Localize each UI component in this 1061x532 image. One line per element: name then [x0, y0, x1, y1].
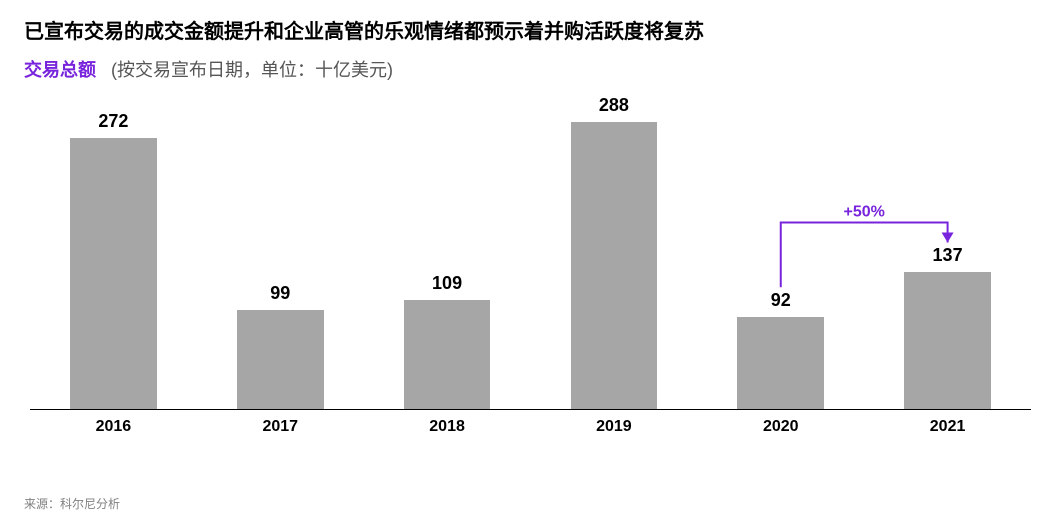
- annotation-bracket: [781, 222, 948, 287]
- growth-annotation: +50%: [30, 110, 1031, 450]
- subtitle-unit: (按交易宣布日期，单位：十亿美元): [111, 60, 393, 80]
- subtitle-accent: 交易总额: [24, 60, 96, 80]
- annotation-label: +50%: [843, 203, 884, 220]
- annotation-arrowhead: [942, 232, 954, 242]
- chart-container: 已宣布交易的成交金额提升和企业高管的乐观情绪都预示着并购活跃度将复苏 交易总额 …: [0, 0, 1061, 532]
- chart-area: 2729910928892137 20162017201820192020202…: [30, 110, 1031, 450]
- chart-subtitle: 交易总额 (按交易宣布日期，单位：十亿美元): [24, 56, 1037, 82]
- chart-source: 来源：科尔尼分析: [24, 495, 120, 512]
- chart-title: 已宣布交易的成交金额提升和企业高管的乐观情绪都预示着并购活跃度将复苏: [24, 18, 1037, 46]
